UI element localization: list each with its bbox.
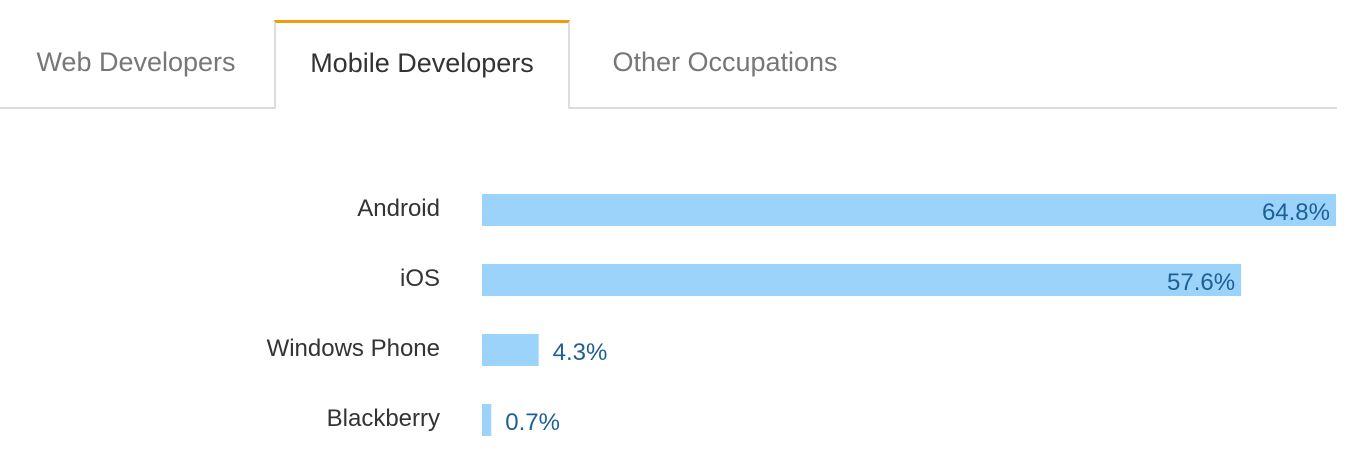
category-label-ios: iOS	[400, 265, 440, 292]
value-label-windows-phone: 4.3%	[553, 339, 608, 366]
bar-windows-phone	[482, 334, 539, 366]
tab-mobile-developers[interactable]: Mobile Developers	[274, 20, 570, 109]
value-label-ios: 57.6%	[1167, 269, 1235, 296]
category-label-blackberry: Blackberry	[327, 405, 440, 432]
tab-other-occupations[interactable]: Other Occupations	[612, 47, 838, 77]
bar-android	[482, 194, 1336, 226]
tab-web-developers[interactable]: Web Developers	[36, 47, 236, 77]
occupation-tabs: Web Developers Mobile Developers Other O…	[0, 20, 1337, 109]
bar-ios	[482, 264, 1242, 296]
category-label-android: Android	[357, 195, 440, 222]
value-label-android: 64.8%	[1262, 199, 1330, 226]
bar-blackberry	[482, 404, 492, 436]
category-label-windows-phone: Windows Phone	[267, 335, 440, 362]
value-label-blackberry: 0.7%	[505, 409, 560, 436]
